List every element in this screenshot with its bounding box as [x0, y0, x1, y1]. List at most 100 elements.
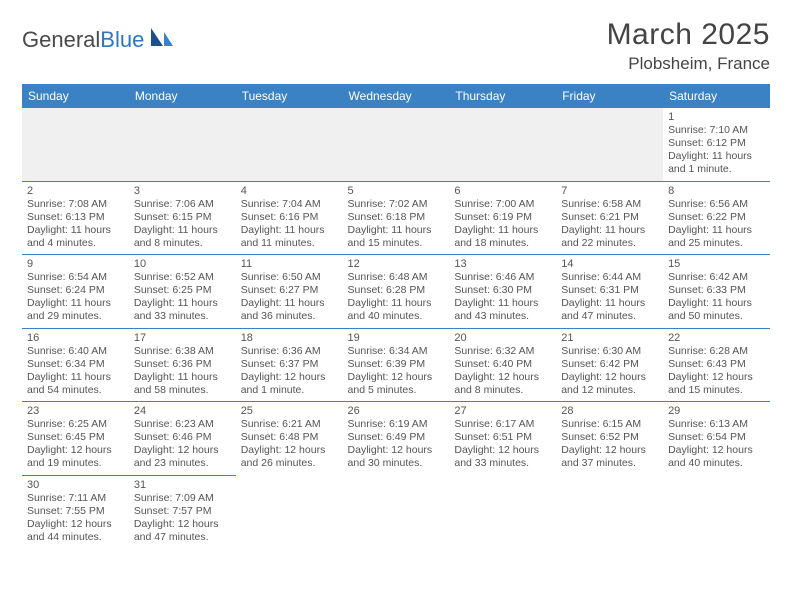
day-number: 21 — [561, 332, 658, 344]
calendar-cell: 16Sunrise: 6:40 AMSunset: 6:34 PMDayligh… — [22, 328, 129, 402]
day-details: Sunrise: 7:00 AMSunset: 6:19 PMDaylight:… — [454, 198, 551, 251]
day-details: Sunrise: 7:11 AMSunset: 7:55 PMDaylight:… — [27, 492, 124, 545]
day-header: Tuesday — [236, 84, 343, 108]
calendar-cell — [236, 108, 343, 181]
day-number: 4 — [241, 185, 338, 197]
calendar-cell — [663, 475, 770, 548]
calendar-week: 2Sunrise: 7:08 AMSunset: 6:13 PMDaylight… — [22, 181, 770, 255]
day-details: Sunrise: 6:58 AMSunset: 6:21 PMDaylight:… — [561, 198, 658, 251]
calendar-cell: 15Sunrise: 6:42 AMSunset: 6:33 PMDayligh… — [663, 255, 770, 329]
day-number: 8 — [668, 185, 765, 197]
day-details: Sunrise: 6:36 AMSunset: 6:37 PMDaylight:… — [241, 345, 338, 398]
calendar-cell: 18Sunrise: 6:36 AMSunset: 6:37 PMDayligh… — [236, 328, 343, 402]
calendar-header-row: SundayMondayTuesdayWednesdayThursdayFrid… — [22, 84, 770, 108]
day-number: 30 — [27, 479, 124, 491]
calendar-cell — [556, 475, 663, 548]
day-header: Monday — [129, 84, 236, 108]
day-number: 1 — [668, 111, 765, 123]
calendar-cell: 21Sunrise: 6:30 AMSunset: 6:42 PMDayligh… — [556, 328, 663, 402]
calendar-cell: 27Sunrise: 6:17 AMSunset: 6:51 PMDayligh… — [449, 402, 556, 476]
calendar-cell: 2Sunrise: 7:08 AMSunset: 6:13 PMDaylight… — [22, 181, 129, 255]
calendar-cell: 24Sunrise: 6:23 AMSunset: 6:46 PMDayligh… — [129, 402, 236, 476]
day-number: 15 — [668, 258, 765, 270]
day-details: Sunrise: 6:15 AMSunset: 6:52 PMDaylight:… — [561, 418, 658, 471]
calendar-cell: 11Sunrise: 6:50 AMSunset: 6:27 PMDayligh… — [236, 255, 343, 329]
calendar-cell: 25Sunrise: 6:21 AMSunset: 6:48 PMDayligh… — [236, 402, 343, 476]
day-number: 7 — [561, 185, 658, 197]
day-details: Sunrise: 6:21 AMSunset: 6:48 PMDaylight:… — [241, 418, 338, 471]
day-number: 3 — [134, 185, 231, 197]
logo-sail-icon — [149, 26, 175, 53]
day-details: Sunrise: 7:08 AMSunset: 6:13 PMDaylight:… — [27, 198, 124, 251]
day-number: 5 — [348, 185, 445, 197]
day-details: Sunrise: 6:56 AMSunset: 6:22 PMDaylight:… — [668, 198, 765, 251]
calendar-cell: 22Sunrise: 6:28 AMSunset: 6:43 PMDayligh… — [663, 328, 770, 402]
day-details: Sunrise: 6:32 AMSunset: 6:40 PMDaylight:… — [454, 345, 551, 398]
calendar-cell: 9Sunrise: 6:54 AMSunset: 6:24 PMDaylight… — [22, 255, 129, 329]
day-details: Sunrise: 6:44 AMSunset: 6:31 PMDaylight:… — [561, 271, 658, 324]
calendar-cell: 17Sunrise: 6:38 AMSunset: 6:36 PMDayligh… — [129, 328, 236, 402]
calendar-body: 1Sunrise: 7:10 AMSunset: 6:12 PMDaylight… — [22, 108, 770, 548]
day-number: 25 — [241, 405, 338, 417]
logo-text: GeneralBlue — [22, 27, 144, 53]
calendar-cell: 3Sunrise: 7:06 AMSunset: 6:15 PMDaylight… — [129, 181, 236, 255]
day-details: Sunrise: 6:23 AMSunset: 6:46 PMDaylight:… — [134, 418, 231, 471]
calendar-cell: 7Sunrise: 6:58 AMSunset: 6:21 PMDaylight… — [556, 181, 663, 255]
calendar-cell — [129, 108, 236, 181]
logo-text-blue: Blue — [100, 27, 144, 52]
calendar-cell — [343, 108, 450, 181]
day-number: 24 — [134, 405, 231, 417]
logo: GeneralBlue — [22, 26, 175, 53]
calendar-cell — [343, 475, 450, 548]
day-number: 20 — [454, 332, 551, 344]
day-details: Sunrise: 6:25 AMSunset: 6:45 PMDaylight:… — [27, 418, 124, 471]
day-details: Sunrise: 6:46 AMSunset: 6:30 PMDaylight:… — [454, 271, 551, 324]
calendar-week: 30Sunrise: 7:11 AMSunset: 7:55 PMDayligh… — [22, 475, 770, 548]
day-number: 27 — [454, 405, 551, 417]
day-number: 26 — [348, 405, 445, 417]
day-details: Sunrise: 6:34 AMSunset: 6:39 PMDaylight:… — [348, 345, 445, 398]
day-details: Sunrise: 6:40 AMSunset: 6:34 PMDaylight:… — [27, 345, 124, 398]
day-number: 31 — [134, 479, 231, 491]
calendar-cell: 20Sunrise: 6:32 AMSunset: 6:40 PMDayligh… — [449, 328, 556, 402]
logo-text-general: General — [22, 27, 100, 52]
day-header: Sunday — [22, 84, 129, 108]
day-details: Sunrise: 6:17 AMSunset: 6:51 PMDaylight:… — [454, 418, 551, 471]
calendar-table: SundayMondayTuesdayWednesdayThursdayFrid… — [22, 84, 770, 548]
day-number: 17 — [134, 332, 231, 344]
calendar-cell: 5Sunrise: 7:02 AMSunset: 6:18 PMDaylight… — [343, 181, 450, 255]
calendar-cell: 23Sunrise: 6:25 AMSunset: 6:45 PMDayligh… — [22, 402, 129, 476]
day-details: Sunrise: 6:54 AMSunset: 6:24 PMDaylight:… — [27, 271, 124, 324]
day-number: 28 — [561, 405, 658, 417]
day-details: Sunrise: 6:42 AMSunset: 6:33 PMDaylight:… — [668, 271, 765, 324]
day-details: Sunrise: 7:10 AMSunset: 6:12 PMDaylight:… — [668, 124, 765, 177]
day-number: 2 — [27, 185, 124, 197]
day-header: Thursday — [449, 84, 556, 108]
calendar-cell: 10Sunrise: 6:52 AMSunset: 6:25 PMDayligh… — [129, 255, 236, 329]
day-number: 23 — [27, 405, 124, 417]
calendar-cell: 4Sunrise: 7:04 AMSunset: 6:16 PMDaylight… — [236, 181, 343, 255]
month-title: March 2025 — [607, 18, 770, 52]
calendar-cell: 14Sunrise: 6:44 AMSunset: 6:31 PMDayligh… — [556, 255, 663, 329]
day-details: Sunrise: 6:50 AMSunset: 6:27 PMDaylight:… — [241, 271, 338, 324]
day-details: Sunrise: 7:02 AMSunset: 6:18 PMDaylight:… — [348, 198, 445, 251]
calendar-cell — [236, 475, 343, 548]
day-details: Sunrise: 7:09 AMSunset: 7:57 PMDaylight:… — [134, 492, 231, 545]
calendar-cell: 30Sunrise: 7:11 AMSunset: 7:55 PMDayligh… — [22, 475, 129, 548]
day-number: 29 — [668, 405, 765, 417]
day-details: Sunrise: 7:06 AMSunset: 6:15 PMDaylight:… — [134, 198, 231, 251]
calendar-cell: 31Sunrise: 7:09 AMSunset: 7:57 PMDayligh… — [129, 475, 236, 548]
calendar-cell: 12Sunrise: 6:48 AMSunset: 6:28 PMDayligh… — [343, 255, 450, 329]
calendar-cell — [22, 108, 129, 181]
calendar-week: 1Sunrise: 7:10 AMSunset: 6:12 PMDaylight… — [22, 108, 770, 181]
location: Plobsheim, France — [607, 54, 770, 74]
day-header: Wednesday — [343, 84, 450, 108]
day-number: 19 — [348, 332, 445, 344]
day-details: Sunrise: 6:19 AMSunset: 6:49 PMDaylight:… — [348, 418, 445, 471]
calendar-cell: 6Sunrise: 7:00 AMSunset: 6:19 PMDaylight… — [449, 181, 556, 255]
day-details: Sunrise: 6:30 AMSunset: 6:42 PMDaylight:… — [561, 345, 658, 398]
calendar-cell: 26Sunrise: 6:19 AMSunset: 6:49 PMDayligh… — [343, 402, 450, 476]
day-number: 18 — [241, 332, 338, 344]
calendar-cell: 28Sunrise: 6:15 AMSunset: 6:52 PMDayligh… — [556, 402, 663, 476]
calendar-cell — [556, 108, 663, 181]
